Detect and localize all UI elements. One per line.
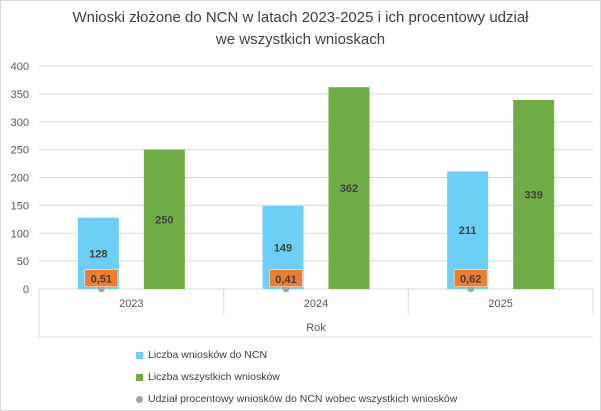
bar-all-2024 [328,87,370,289]
y-tick-label-150: 150 [11,200,29,212]
chart-title: Wnioski złożone do NCN w latach 2023-202… [1,7,600,51]
data-label-all-2023: 250 [155,214,173,226]
legend: Liczba wniosków do NCN Liczba wszystkich… [136,344,457,410]
chart-title-line-1: Wnioski złożone do NCN w latach 2023-202… [72,9,529,26]
y-tick-label-50: 50 [17,256,29,268]
data-label-share-2023: 0,51 [91,274,112,286]
bar-all-2025 [513,100,555,289]
y-tick-label-300: 300 [11,117,29,129]
x-tick-label-2024: 2024 [304,298,328,310]
x-tick-label-2023: 2023 [119,298,143,310]
legend-item-all: Liczba wszystkich wniosków [136,366,457,388]
data-label-bg-share-2025 [453,269,488,287]
data-label-ncn-2023: 128 [89,248,107,260]
data-label-share-2024: 0,41 [275,274,296,286]
legend-label-all: Liczba wszystkich wniosków [148,371,280,383]
data-label-bg-share-2024 [269,269,303,288]
legend-item-share: Udział procentowy wniosków do NCN wobec … [136,388,457,410]
data-label-bg-share-2023 [84,269,119,287]
y-tick-label-0: 0 [23,284,29,296]
y-tick-label-100: 100 [11,228,29,240]
chart-title-line-2: we wszystkich wnioskach [215,31,386,48]
y-tick-label-350: 350 [11,89,29,101]
legend-swatch-all [136,374,143,381]
data-label-share-2025: 0,62 [460,274,481,286]
x-tick-label-2025: 2025 [488,298,512,310]
legend-item-ncn: Liczba wniosków do NCN [136,344,457,366]
x-axis-title: Rok [306,322,326,334]
legend-label-ncn: Liczba wniosków do NCN [148,349,268,361]
data-label-all-2024: 362 [340,183,358,195]
y-tick-label-200: 200 [11,173,29,185]
bar-all-2023 [143,149,185,289]
legend-swatch-ncn [136,352,143,359]
y-tick-label-250: 250 [11,145,29,157]
data-label-ncn-2025: 211 [459,225,477,237]
bar-ncn-2025 [447,171,489,289]
data-label-ncn-2024: 149 [274,242,292,254]
legend-swatch-share [136,396,143,403]
legend-label-share: Udział procentowy wniosków do NCN wobec … [148,393,458,405]
data-label-all-2025: 339 [524,190,542,202]
y-tick-label-400: 400 [11,61,29,73]
